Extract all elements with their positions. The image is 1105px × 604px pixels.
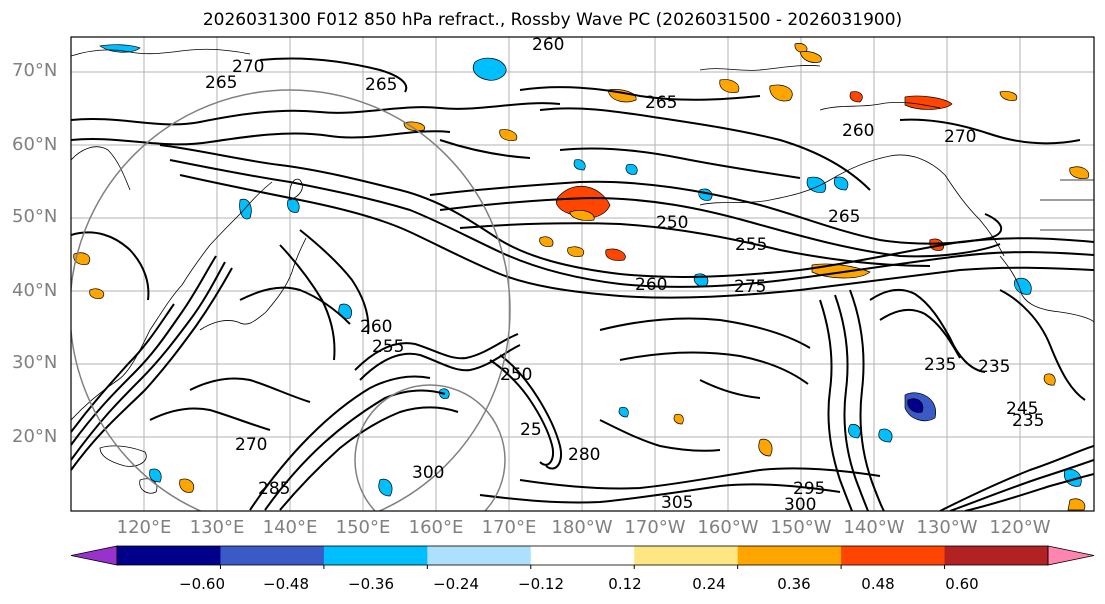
colorbar-segment xyxy=(117,546,221,565)
colorbar xyxy=(70,545,1095,569)
lon-label-160e: 160°E xyxy=(408,517,464,538)
lon-label-170w: 170°W xyxy=(624,517,686,538)
contour-label: 245 xyxy=(1006,399,1038,419)
lat-label-30n: 30°N xyxy=(12,352,58,373)
contour-label: 300 xyxy=(784,495,816,515)
contour-label: 235 xyxy=(978,357,1010,377)
contour-label: 235 xyxy=(1012,411,1044,431)
lon-label-130e: 130°E xyxy=(189,517,245,538)
contour-label: 295 xyxy=(793,479,825,499)
colorbar-tick: −0.60 xyxy=(179,575,225,593)
contour-label: 260 xyxy=(360,317,392,337)
colorbar-tick: 0.12 xyxy=(608,575,642,593)
contour-label: 235 xyxy=(924,355,956,375)
lon-label-160w: 160°W xyxy=(697,517,759,538)
colorbar-extend-max xyxy=(1047,545,1095,566)
colorbar-tick: 0.36 xyxy=(777,575,811,593)
contour-label: 300 xyxy=(412,463,444,483)
colorbar-segment xyxy=(944,546,1049,565)
lon-label-150e: 150°E xyxy=(335,517,391,538)
contour-label: 285 xyxy=(258,479,290,499)
contour-label: 270 xyxy=(944,127,976,147)
contour-label: 250 xyxy=(500,365,532,385)
contour-label: 275 xyxy=(734,277,766,297)
contour-label: 265 xyxy=(205,73,237,93)
lon-label-180w: 180°W xyxy=(551,517,613,538)
colorbar-tick: −0.24 xyxy=(433,575,479,593)
colorbar-tick: 0.48 xyxy=(861,575,895,593)
colorbar-extend-min xyxy=(70,545,118,566)
colorbar-segment xyxy=(737,546,842,565)
colorbar-tick: −0.12 xyxy=(518,575,564,593)
map-title: 2026031300 F012 850 hPa refract., Rossby… xyxy=(202,10,903,30)
contour-label: 25 xyxy=(520,420,542,440)
lat-label-20n: 20°N xyxy=(12,426,58,447)
colorbar-tick: −0.48 xyxy=(263,575,309,593)
lat-label-50n: 50°N xyxy=(12,206,58,227)
contour-label: 260 xyxy=(635,275,667,295)
colorbar-segment xyxy=(841,546,946,565)
contour-label: 265 xyxy=(365,75,397,95)
contour-label: 280 xyxy=(568,445,600,465)
lat-label-60n: 60°N xyxy=(12,134,58,155)
colorbar-tick: 0.24 xyxy=(692,575,726,593)
lat-label-40n: 40°N xyxy=(12,280,58,301)
colorbar-tick: 0.60 xyxy=(945,575,979,593)
lon-label-140w: 140°W xyxy=(843,517,905,538)
colorbar-frame xyxy=(116,545,1049,566)
contour-label: 260 xyxy=(842,121,874,141)
lon-label-120w: 120°W xyxy=(989,517,1051,538)
contour-label-group: 270 265 260 265 260 270 265 250 255 260 … xyxy=(205,35,1044,515)
contour-label: 270 xyxy=(235,435,267,455)
contour-label: 260 xyxy=(532,35,564,55)
shading-patches xyxy=(73,43,1090,511)
lon-label-170e: 170°E xyxy=(481,517,537,538)
contour-label: 265 xyxy=(828,207,860,227)
contour-lines xyxy=(71,57,1094,511)
lon-label-140e: 140°E xyxy=(262,517,318,538)
colorbar-segment xyxy=(323,546,428,565)
lon-label-120e: 120°E xyxy=(116,517,172,538)
map-plot-area: 270 265 260 265 260 270 265 250 255 260 … xyxy=(71,35,1094,515)
contour-label: 265 xyxy=(645,93,677,113)
contour-label: 255 xyxy=(735,235,767,255)
contour-label: 250 xyxy=(656,213,688,233)
graticule xyxy=(71,37,1094,511)
contour-label: 305 xyxy=(661,493,693,513)
coastlines xyxy=(71,48,1094,494)
colorbar-segment xyxy=(634,546,739,565)
colorbar-segment xyxy=(530,546,635,565)
contour-label: 270 xyxy=(232,57,264,77)
colorbar-segment xyxy=(427,546,532,565)
colorbar-segment xyxy=(220,546,325,565)
contour-label: 255 xyxy=(372,337,404,357)
lon-label-150w: 150°W xyxy=(770,517,832,538)
reference-circles xyxy=(71,89,511,511)
lon-label-130w: 130°W xyxy=(916,517,978,538)
lat-label-70n: 70°N xyxy=(12,60,58,81)
colorbar-tick: −0.36 xyxy=(348,575,394,593)
map-frame xyxy=(70,36,1095,512)
